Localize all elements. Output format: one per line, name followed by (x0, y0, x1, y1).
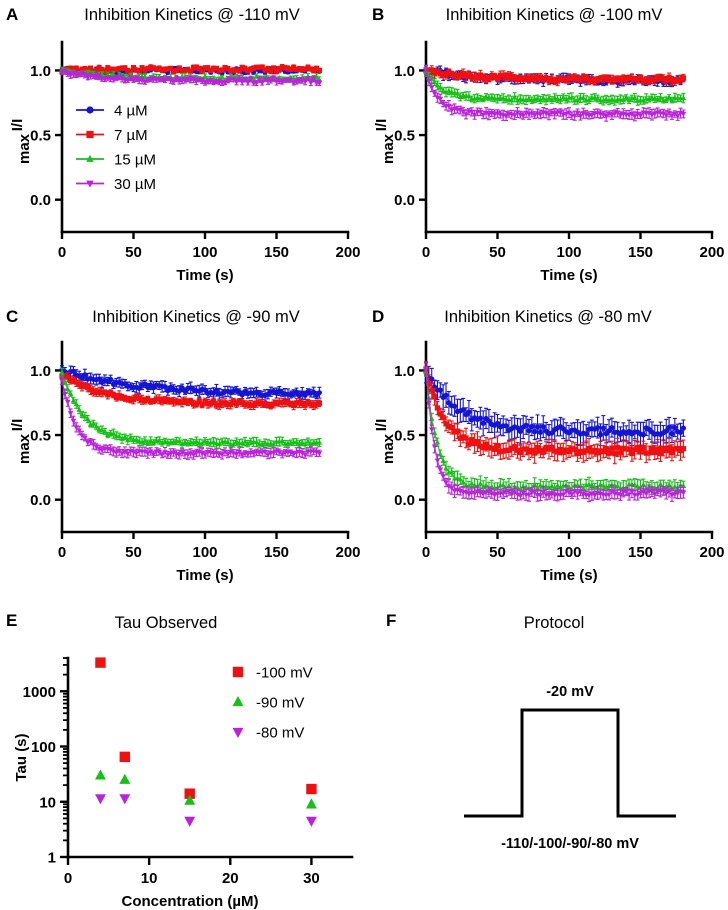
series-30µM (423, 362, 687, 503)
svg-text:200: 200 (335, 244, 360, 261)
series-4µM (59, 365, 322, 402)
panel-e: E Tau Observed 1 10 100 1000 0 10 20 30 Concentr… (0, 600, 364, 910)
tau-legend-label-2: -80 mV (256, 725, 304, 742)
panel-letter-c: C (6, 307, 19, 326)
svg-text:Time (s): Time (s) (176, 267, 233, 284)
svg-text:0.0: 0.0 (30, 492, 51, 509)
panel-letter-d: D (372, 307, 385, 326)
panel-b: B Inhibition Kinetics @ -100 mV 0.0 0.5 1.… (364, 0, 728, 300)
tau-series-1 (94, 769, 317, 809)
svg-text:Time (s): Time (s) (540, 267, 597, 284)
svg-text:100: 100 (192, 244, 217, 261)
svg-text:150: 150 (264, 244, 289, 261)
series-30µM (59, 376, 323, 460)
svg-text:Time (s): Time (s) (540, 567, 597, 584)
svg-text:1.0: 1.0 (394, 63, 415, 80)
panel-a: A Inhibition Kinetics @ -110 mV 0.0 0.5 1.… (0, 0, 364, 300)
series-30µM (59, 68, 323, 87)
panel-letter-b: B (372, 5, 385, 24)
svg-text:0.0: 0.0 (394, 192, 415, 209)
panel-title-f: Protocol (523, 614, 585, 632)
panel-d: D Inhibition Kinetics @ -80 mV 0.0 0.5 1.0… (364, 300, 728, 600)
panel-letter-a: A (6, 5, 19, 24)
svg-text:0.5: 0.5 (394, 128, 415, 145)
svg-text:200: 200 (699, 544, 724, 561)
panel-title-b: Inhibition Kinetics @ -100 mV (445, 6, 663, 24)
svg-text:50: 50 (125, 544, 142, 561)
svg-text:I/I: I/I (373, 119, 390, 132)
legend-label-3: 30 µM (114, 176, 156, 193)
legend: -100 mV -90 mV -80 mV (232, 665, 313, 742)
series-7µM (423, 65, 686, 87)
panel-letter-e: E (6, 611, 18, 630)
svg-text:50: 50 (489, 244, 506, 261)
svg-text:0.0: 0.0 (394, 492, 415, 509)
panel-title-c: Inhibition Kinetics @ -90 mV (92, 308, 300, 326)
svg-text:100: 100 (556, 544, 581, 561)
svg-text:0.5: 0.5 (394, 428, 415, 445)
svg-text:I/I: I/I (9, 419, 26, 432)
tau-legend-label-0: -100 mV (256, 665, 313, 682)
svg-text:Time (s): Time (s) (176, 567, 233, 584)
svg-text:50: 50 (489, 544, 506, 561)
series-30µM (423, 64, 687, 122)
svg-text:150: 150 (628, 244, 653, 261)
svg-text:150: 150 (628, 544, 653, 561)
svg-text:100: 100 (556, 244, 581, 261)
svg-text:max: max (380, 433, 397, 464)
svg-text:0.0: 0.0 (30, 192, 51, 209)
tau-legend-label-1: -90 mV (256, 695, 304, 712)
protocol-diagram: -20 mV -110/-100/-90/-80 mV (464, 684, 676, 852)
svg-text:max: max (16, 433, 33, 464)
svg-text:1.0: 1.0 (30, 63, 51, 80)
panel-title-d: Inhibition Kinetics @ -80 mV (444, 308, 652, 326)
svg-text:200: 200 (335, 544, 360, 561)
legend-label-1: 7 µM (114, 127, 148, 144)
panel-c: C Inhibition Kinetics @ -90 mV 0.0 0.5 1.0… (0, 300, 364, 600)
svg-text:1.0: 1.0 (394, 363, 415, 380)
svg-text:200: 200 (699, 244, 724, 261)
error-bars (424, 362, 686, 503)
protocol-holding-label: -110/-100/-90/-80 mV (501, 836, 639, 852)
svg-text:0: 0 (422, 244, 430, 261)
legend-label-2: 15 µM (114, 152, 156, 169)
waveform (464, 708, 676, 818)
svg-text:0: 0 (422, 544, 430, 561)
svg-text:0.5: 0.5 (30, 428, 51, 445)
panel-f: F Protocol -20 mV -110/-100/-90/-80 mV (364, 600, 728, 910)
svg-text:0.5: 0.5 (30, 128, 51, 145)
series-7µM (423, 361, 686, 465)
tau-series-2 (94, 794, 317, 827)
svg-text:0: 0 (58, 544, 66, 561)
svg-text:50: 50 (125, 244, 142, 261)
panel-title-e: Tau Observed (114, 614, 218, 632)
svg-text:I/I: I/I (9, 119, 26, 132)
series-15µM (59, 367, 323, 450)
legend: 4 µM 7 µM 15 µM 30 µM (76, 103, 156, 193)
panel-letter-f: F (386, 611, 397, 630)
svg-text:max: max (380, 133, 397, 164)
legend-label-0: 4 µM (114, 103, 148, 120)
svg-text:max: max (16, 133, 33, 164)
svg-text:I/I: I/I (373, 419, 390, 432)
tau-series-0 (95, 657, 317, 799)
svg-text:100: 100 (192, 544, 217, 561)
svg-text:150: 150 (264, 544, 289, 561)
protocol-step-label: -20 mV (546, 684, 594, 700)
panel-title-a: Inhibition Kinetics @ -110 mV (84, 6, 300, 24)
svg-text:1.0: 1.0 (30, 363, 51, 380)
svg-text:0: 0 (58, 244, 66, 261)
series-7µM (59, 372, 322, 411)
